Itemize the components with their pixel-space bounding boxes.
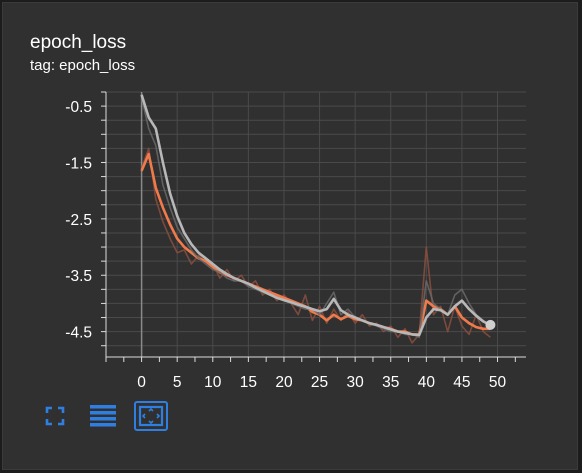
y-tick-label: -3.5 xyxy=(65,268,92,285)
fullscreen-button[interactable] xyxy=(38,401,72,431)
x-tick-label: 20 xyxy=(275,374,293,391)
x-tick-label: 0 xyxy=(137,374,146,391)
end-point-marker xyxy=(485,319,496,330)
chart-title: epoch_loss xyxy=(30,32,127,53)
x-tick-label: 40 xyxy=(418,374,436,391)
y-tick-label: -2.5 xyxy=(65,212,92,229)
fullscreen-icon xyxy=(45,406,65,426)
x-tick-label: 45 xyxy=(453,374,470,391)
x-tick-label: 5 xyxy=(173,374,182,391)
data-table-icon xyxy=(90,405,116,427)
y-tick-label: -4.5 xyxy=(65,325,92,342)
y-tick-label: -0.5 xyxy=(65,99,92,116)
x-tick-label: 30 xyxy=(347,374,365,391)
fit-domain-icon xyxy=(138,405,164,427)
y-tick-label: -1.5 xyxy=(65,155,92,172)
x-tick-label: 25 xyxy=(311,374,328,391)
series-line-smoothed-3 xyxy=(140,94,491,337)
x-tick-label: 10 xyxy=(204,374,222,391)
series-line-raw-2 xyxy=(140,97,491,339)
fit-domain-button[interactable] xyxy=(134,401,168,431)
toggle-data-table-button[interactable] xyxy=(86,401,120,431)
x-tick-label: 15 xyxy=(240,374,257,391)
x-tick-label: 35 xyxy=(382,374,399,391)
chart-tag: tag: epoch_loss xyxy=(30,57,136,74)
chart-card xyxy=(2,2,578,470)
x-tick-label: 50 xyxy=(489,374,507,391)
